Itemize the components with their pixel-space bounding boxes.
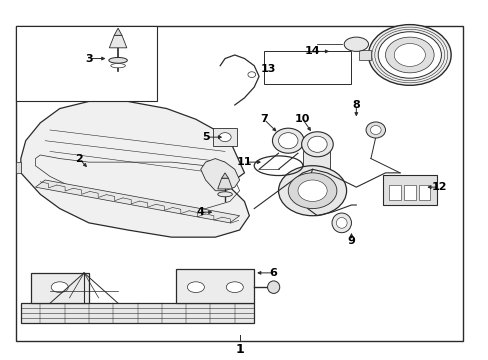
Ellipse shape	[278, 133, 297, 149]
Ellipse shape	[272, 128, 304, 153]
Bar	[382, 175, 436, 205]
Text: 14: 14	[304, 46, 320, 57]
Text: 4: 4	[196, 207, 204, 217]
Text: 12: 12	[430, 182, 446, 192]
Text: 11: 11	[236, 157, 252, 167]
Circle shape	[393, 44, 425, 66]
Polygon shape	[221, 173, 228, 178]
Ellipse shape	[331, 213, 351, 233]
Text: 10: 10	[295, 114, 310, 124]
Bar	[264, 51, 351, 84]
Polygon shape	[109, 35, 126, 48]
Polygon shape	[16, 162, 21, 173]
Polygon shape	[35, 180, 239, 223]
Circle shape	[297, 180, 326, 202]
Circle shape	[368, 24, 450, 85]
Text: 13: 13	[261, 64, 276, 74]
Bar	[176, 269, 254, 303]
Bar	[212, 128, 237, 146]
Ellipse shape	[267, 281, 279, 293]
Ellipse shape	[51, 282, 68, 293]
Ellipse shape	[370, 126, 380, 134]
Ellipse shape	[109, 58, 127, 63]
Circle shape	[287, 173, 336, 208]
Text: 9: 9	[347, 236, 355, 246]
Bar	[403, 185, 415, 200]
Text: 8: 8	[352, 100, 360, 110]
Text: 5: 5	[202, 132, 209, 142]
Bar	[302, 152, 329, 169]
Text: 6: 6	[269, 268, 277, 278]
Circle shape	[278, 166, 346, 216]
Circle shape	[247, 72, 255, 77]
Text: 1: 1	[235, 343, 244, 356]
Bar	[418, 185, 429, 200]
Circle shape	[385, 37, 433, 73]
Polygon shape	[217, 178, 232, 189]
Bar	[16, 26, 157, 102]
Polygon shape	[114, 28, 122, 35]
Ellipse shape	[307, 136, 326, 152]
Ellipse shape	[111, 64, 125, 68]
Ellipse shape	[336, 217, 346, 228]
Circle shape	[377, 32, 441, 78]
Bar	[388, 185, 400, 200]
Text: 3: 3	[85, 54, 93, 64]
Ellipse shape	[344, 37, 368, 51]
Bar	[358, 50, 370, 60]
Ellipse shape	[301, 132, 332, 157]
Text: 2: 2	[75, 154, 83, 163]
Ellipse shape	[226, 282, 243, 293]
Bar	[21, 303, 254, 323]
Ellipse shape	[219, 133, 231, 141]
Bar	[16, 26, 462, 341]
Ellipse shape	[366, 122, 385, 138]
Polygon shape	[21, 102, 249, 237]
Text: 7: 7	[260, 114, 267, 124]
Ellipse shape	[217, 192, 232, 197]
Polygon shape	[201, 158, 239, 191]
Ellipse shape	[187, 282, 204, 293]
Bar	[30, 273, 89, 303]
